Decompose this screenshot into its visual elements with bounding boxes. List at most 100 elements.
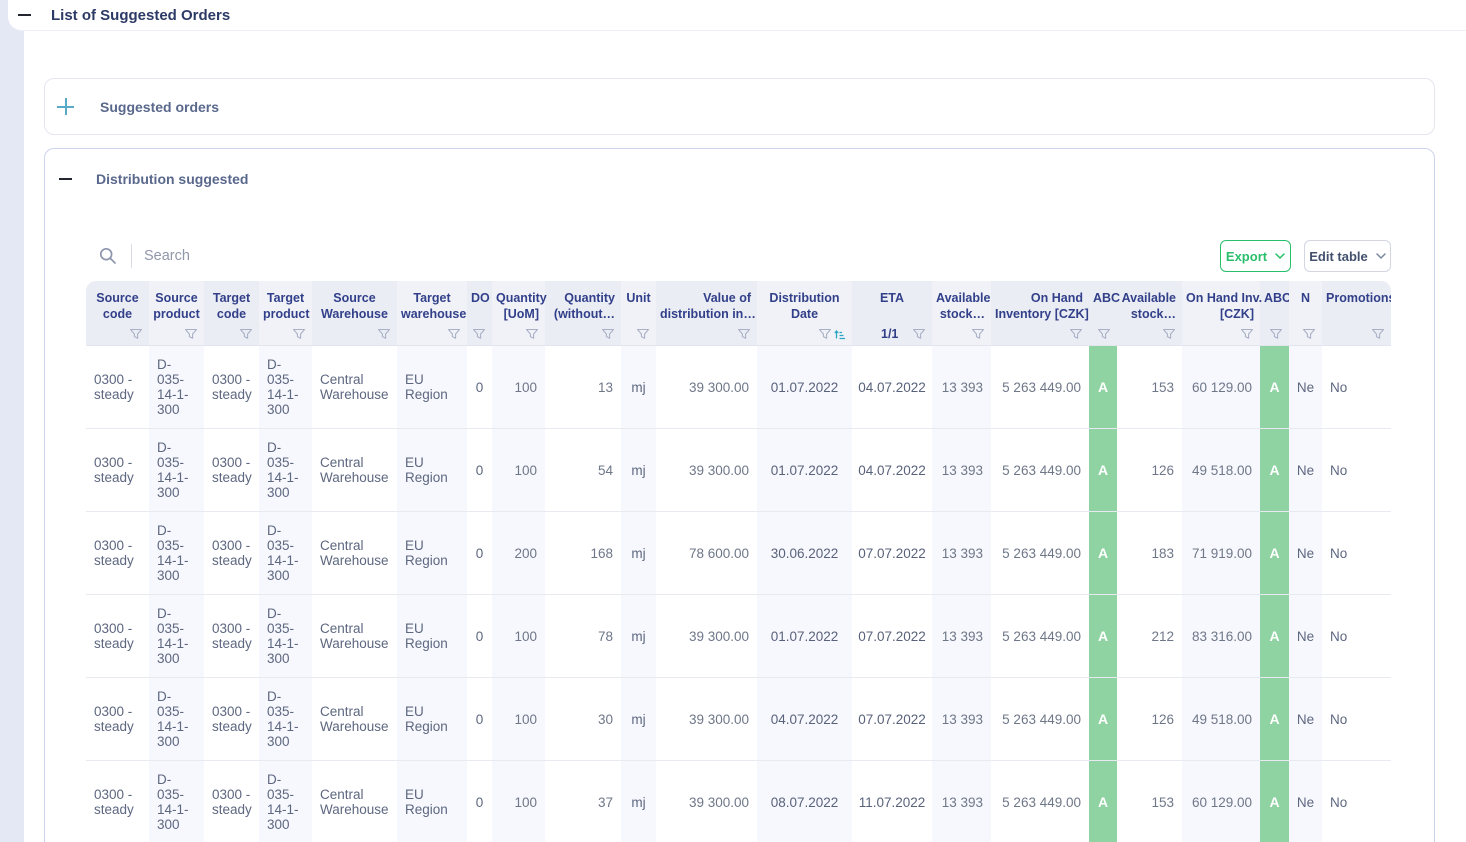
chevron-down-icon [1275,253,1285,259]
cell-target-product: D-035-14-1-300 [259,346,312,428]
cell-abc-target: A [1260,678,1289,760]
cell-target-warehouse: EU Region [397,595,467,677]
sort-ascending-icon[interactable] [834,328,846,340]
filter-icon[interactable] [239,328,253,340]
cell-target-warehouse: EU Region [397,761,467,842]
column-header-source-warehouse[interactable]: Source Warehouse [312,281,397,345]
cell-promotions: No [1330,794,1348,810]
cell-on-hand-inv-czk: 60 129.00 [1182,346,1260,428]
filter-icon[interactable] [525,328,539,340]
column-header-n[interactable]: N [1289,281,1322,345]
table-row[interactable]: 0300 - steady D-035-14-1-300 0300 - steady… [86,761,1391,842]
cell-promotions: No [1330,545,1348,561]
column-header-do[interactable]: DO [467,281,492,345]
cell-abc-target: A [1260,429,1289,511]
cell-target-warehouse: EU Region [397,678,467,760]
column-label: Target [266,291,305,305]
filter-icon[interactable] [971,328,985,340]
filter-icon[interactable] [447,328,461,340]
expand-icon[interactable] [57,98,74,115]
search-input[interactable] [144,248,464,264]
cell-abc-target: A [1260,512,1289,594]
column-filter-area [1322,328,1385,340]
cell-available-stock-target: 183 [1151,545,1174,561]
column-header-quantity-uom[interactable]: Quantity [UoM] [492,281,547,345]
cell-abc-target: A [1260,346,1289,428]
cell-available-stock-target: 126 [1151,462,1174,478]
cell-available-stock-target: 153 [1151,379,1174,395]
table-row[interactable]: 0300 - steady D-035-14-1-300 0300 - steady… [86,512,1391,595]
column-header-available-stock-target[interactable]: Available stock… [1117,281,1182,345]
column-filter-area [467,328,486,340]
cell-value-of-distribution: 39 300.00 [688,379,749,395]
column-header-distribution-date[interactable]: Distribution Date [757,281,852,345]
filter-icon[interactable] [1162,328,1176,340]
cell-source-product: D-035-14-1-300 [149,761,204,842]
cell-source-code: 0300 - steady [94,538,134,568]
filter-icon[interactable] [601,328,615,340]
cell-source-code: 0300 - steady [94,704,134,734]
cell-unit: mj [621,512,656,594]
cell-quantity-without: 78 [597,628,613,644]
distribution-suggested-header[interactable]: Distribution suggested [45,149,1434,209]
filter-icon[interactable] [184,328,198,340]
column-header-source-product[interactable]: Source product [149,281,204,345]
cell-source-warehouse: Central Warehouse [320,372,389,402]
cell-unit: mj [621,429,656,511]
column-header-on-hand-inventory-czk[interactable]: On Hand Inventory [CZK] [991,281,1089,345]
table-row[interactable]: 0300 - steady D-035-14-1-300 0300 - steady… [86,678,1391,761]
filter-icon[interactable] [818,328,832,340]
column-filter-area [1260,328,1283,340]
cell-eta: 04.07.2022 [858,462,926,478]
filter-icon[interactable] [1269,328,1283,340]
column-header-promotions[interactable]: Promotions [1322,281,1391,345]
list-of-suggested-orders-header[interactable]: List of Suggested Orders [8,0,1466,31]
column-label: Distribution [769,291,840,305]
edit-table-button[interactable]: Edit table [1304,240,1391,272]
column-header-target-code[interactable]: Target code [204,281,259,345]
column-header-available-stock-source[interactable]: Available stock… [932,281,991,345]
table-row[interactable]: 0300 - steady D-035-14-1-300 0300 - steady… [86,429,1391,512]
cell-unit: mj [621,678,656,760]
column-header-value-of-distribution[interactable]: Value of distribution in… [656,281,757,345]
collapse-icon[interactable] [18,14,31,16]
suggested-orders-card[interactable]: Suggested orders [44,78,1435,135]
column-header-on-hand-inv-czk[interactable]: On Hand Inv. [CZK] [1182,281,1262,345]
filter-icon[interactable] [1302,328,1316,340]
column-label: Source [333,291,376,305]
filter-icon[interactable] [377,328,391,340]
cell-eta: 07.07.2022 [858,628,926,644]
column-label: product [263,307,310,321]
search-box[interactable] [86,244,1220,268]
column-header-unit[interactable]: Unit [621,281,656,345]
filter-icon[interactable] [1371,328,1385,340]
filter-icon[interactable] [292,328,306,340]
cell-eta: 11.07.2022 [858,794,926,810]
column-header-source-code[interactable]: Source code [86,281,149,345]
filter-icon[interactable] [1069,328,1083,340]
column-header-abc-source[interactable]: ABC [1089,281,1120,345]
cell-on-hand-inv-czk: 83 316.00 [1182,595,1260,677]
filter-icon[interactable] [129,328,143,340]
cell-value-of-distribution: 39 300.00 [688,794,749,810]
column-header-target-warehouse[interactable]: Target warehouse [397,281,467,345]
filter-icon[interactable] [1240,328,1254,340]
filter-icon[interactable] [737,328,751,340]
column-label: Warehouse [321,307,388,321]
filter-icon[interactable] [912,328,926,340]
sort-order-badge: 1/1 [881,327,899,341]
cell-target-product: D-035-14-1-300 [259,595,312,677]
filter-icon[interactable] [472,328,486,340]
column-header-target-product[interactable]: Target product [259,281,312,345]
chevron-down-icon [1376,253,1386,259]
filter-icon[interactable] [636,328,650,340]
export-button[interactable]: Export [1220,240,1291,272]
column-header-abc-target[interactable]: ABC [1260,281,1291,345]
table-row[interactable]: 0300 - steady D-035-14-1-300 0300 - steady… [86,595,1391,678]
table-row[interactable]: 0300 - steady D-035-14-1-300 0300 - steady… [86,346,1391,429]
column-header-eta[interactable]: ETA 1/1 [852,281,932,345]
collapse-icon[interactable] [59,178,72,180]
filter-icon[interactable] [1097,328,1111,340]
column-header-quantity-without[interactable]: Quantity (without… [545,281,621,345]
column-filter-area [1117,328,1176,340]
